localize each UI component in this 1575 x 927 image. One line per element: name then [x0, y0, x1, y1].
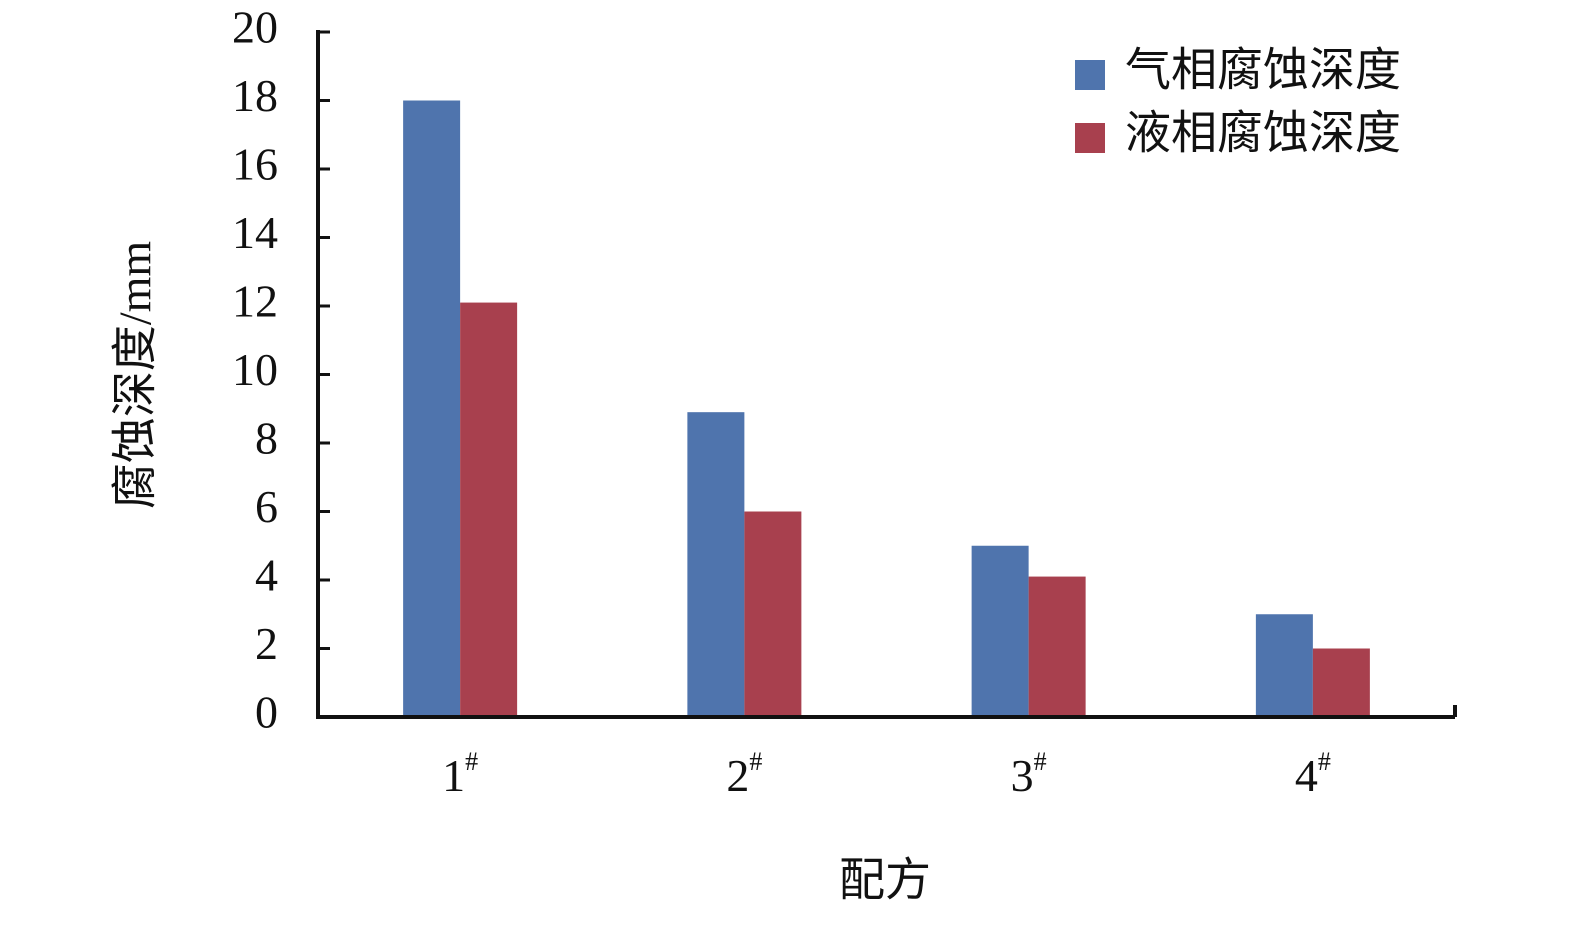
legend-label: 液相腐蚀深度 [1125, 108, 1401, 159]
bar [1312, 648, 1370, 717]
y-axis-label: 腐蚀深度/mm [110, 241, 161, 510]
bar [744, 511, 802, 717]
y-tick-label: 18 [232, 70, 278, 121]
x-tick-label: 4# [1295, 747, 1331, 801]
bar [687, 412, 745, 717]
y-tick-label: 16 [232, 139, 278, 190]
bar [1028, 576, 1086, 717]
y-tick-label: 14 [232, 207, 278, 258]
legend-swatch [1075, 123, 1105, 153]
y-tick-label: 12 [232, 276, 278, 327]
x-tick-label: 1# [442, 747, 478, 801]
x-tick-label: 3# [1011, 747, 1047, 801]
bar [460, 302, 518, 717]
y-tick-label: 4 [255, 550, 278, 601]
x-axis-label: 配方 [839, 855, 931, 906]
y-tick-label: 2 [255, 618, 278, 669]
y-tick-label: 8 [255, 413, 278, 464]
y-tick-label: 6 [255, 481, 278, 532]
bar [971, 545, 1029, 717]
x-tick-label: 2# [726, 747, 762, 801]
bar [1255, 614, 1313, 717]
y-tick-label: 0 [255, 687, 278, 738]
y-tick-label: 20 [232, 2, 278, 53]
legend-swatch [1075, 60, 1105, 90]
bar [403, 100, 461, 717]
y-tick-label: 10 [232, 344, 278, 395]
legend-label: 气相腐蚀深度 [1125, 45, 1401, 96]
